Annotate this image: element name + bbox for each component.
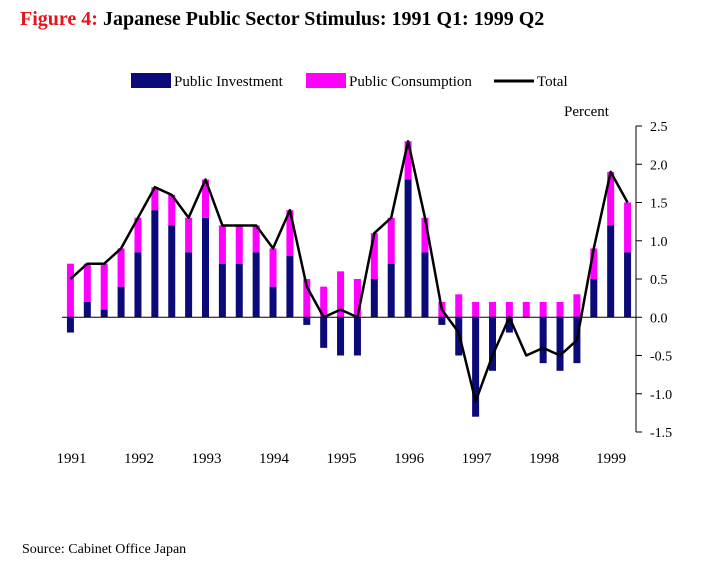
bar-consumption-1992Q1 <box>134 217 142 253</box>
bar-consumption-1994Q4 <box>320 286 328 318</box>
bar-investment-1991Q1 <box>66 317 74 333</box>
x-tick-label: 1993 <box>192 451 222 467</box>
legend-swatch-consumption <box>306 73 346 88</box>
bar-investment-1994Q1 <box>269 286 277 318</box>
bars-layer <box>66 141 632 417</box>
legend-label-consumption: Public Consumption <box>349 74 472 90</box>
bar-consumption-1991Q1 <box>66 263 74 318</box>
bar-investment-1995Q3 <box>370 279 378 318</box>
title-text: Japanese Public Sector Stimulus: 1991 Q1… <box>102 8 545 30</box>
bar-investment-1991Q2 <box>83 301 91 318</box>
bar-consumption-1992Q4 <box>185 217 193 253</box>
bar-investment-1992Q2 <box>151 210 159 318</box>
bar-consumption-1996Q1 <box>404 141 412 180</box>
bar-investment-1991Q3 <box>100 309 108 318</box>
bar-consumption-1996Q4 <box>455 294 463 318</box>
y-tick-label: 0.0 <box>650 311 668 326</box>
y-tick-label: -1.5 <box>650 426 672 441</box>
bar-investment-1991Q4 <box>117 286 125 318</box>
bar-consumption-1994Q1 <box>269 248 277 287</box>
y-tick-label: 0.5 <box>650 273 668 288</box>
bar-investment-1998Q2 <box>556 317 564 371</box>
bar-consumption-1992Q2 <box>151 187 159 211</box>
bar-investment-1994Q3 <box>303 317 311 325</box>
bar-consumption-1997Q1 <box>472 301 480 318</box>
bar-consumption-1993Q2 <box>218 225 226 264</box>
x-tick-label: 1994 <box>259 451 290 467</box>
bar-consumption-1994Q2 <box>286 210 294 257</box>
bar-investment-1992Q4 <box>185 252 193 318</box>
figure-label: Figure 4: <box>20 8 98 30</box>
bar-investment-1996Q2 <box>421 252 429 318</box>
bar-consumption-1998Q1 <box>539 301 547 318</box>
bar-consumption-1998Q3 <box>573 294 581 318</box>
bar-consumption-1991Q4 <box>117 248 125 287</box>
bar-consumption-1995Q4 <box>387 217 395 264</box>
bar-investment-1996Q1 <box>404 179 412 318</box>
x-tick-label: 1996 <box>394 451 425 467</box>
y-tick-label: 2.5 <box>650 120 668 135</box>
legend-swatch-investment <box>131 73 171 88</box>
legend-label-investment: Public Investment <box>174 74 284 90</box>
chart-title: Figure 4: Japanese Public Sector Stimulu… <box>20 8 544 31</box>
bar-consumption-1995Q1 <box>337 271 345 318</box>
source-note: Source: Cabinet Office Japan <box>22 542 187 557</box>
bar-investment-1994Q4 <box>320 317 328 348</box>
y-axis: 2.5 2.0 1.5 1.0 0.5 0.0 -0.5 -1.0 -1.5 <box>635 120 672 441</box>
bar-investment-1995Q2 <box>353 317 361 356</box>
bar-consumption-1992Q3 <box>168 194 176 226</box>
bar-investment-1993Q3 <box>235 263 243 318</box>
x-tick-label: 1999 <box>596 451 626 467</box>
legend: Public Investment Public Consumption Tot… <box>131 73 568 90</box>
bar-investment-1993Q4 <box>252 252 260 318</box>
bar-investment-1997Q1 <box>472 317 480 417</box>
y-tick-label: 1.5 <box>650 197 668 212</box>
bar-consumption-1995Q3 <box>370 233 378 279</box>
bar-consumption-1996Q2 <box>421 217 429 253</box>
bar-consumption-1993Q1 <box>202 179 209 218</box>
x-tick-label: 1992 <box>124 451 154 467</box>
x-tick-label: 1997 <box>462 451 493 467</box>
bar-consumption-1997Q4 <box>522 301 530 318</box>
x-axis: 1991 1992 1993 1994 1995 1996 1997 1998 1999 <box>56 451 626 467</box>
bar-investment-1992Q3 <box>168 225 176 318</box>
x-tick-label: 1998 <box>529 451 559 467</box>
bar-investment-1996Q3 <box>438 317 446 325</box>
bar-consumption-1991Q2 <box>83 263 91 302</box>
bar-investment-1998Q1 <box>539 317 547 364</box>
bar-investment-1992Q1 <box>134 252 142 318</box>
series-line-total <box>69 140 629 403</box>
bar-consumption-1991Q3 <box>100 263 108 310</box>
bar-consumption-1993Q3 <box>235 225 243 264</box>
bar-consumption-1994Q3 <box>303 279 311 318</box>
bar-investment-1997Q2 <box>489 317 496 371</box>
bar-investment-1998Q4 <box>590 279 598 318</box>
bar-investment-1995Q1 <box>337 317 345 356</box>
y-axis-label: Percent <box>564 104 610 120</box>
x-tick-label: 1995 <box>327 451 357 467</box>
bar-investment-1993Q2 <box>218 263 226 318</box>
bar-investment-1999Q2 <box>624 252 632 318</box>
y-tick-label: -0.5 <box>650 350 672 365</box>
y-tick-label: 2.0 <box>650 158 668 173</box>
x-tick-label: 1991 <box>56 451 86 467</box>
bar-consumption-1999Q2 <box>624 202 632 253</box>
bar-consumption-1999Q1 <box>607 171 615 226</box>
bar-consumption-1998Q2 <box>556 301 564 318</box>
bar-consumption-1995Q2 <box>353 279 361 318</box>
bar-investment-1993Q1 <box>202 217 209 318</box>
bar-investment-1995Q4 <box>387 263 395 318</box>
bar-investment-1999Q1 <box>607 225 615 318</box>
bar-investment-1994Q2 <box>286 256 294 318</box>
bar-consumption-1993Q4 <box>252 225 260 253</box>
y-tick-label: 1.0 <box>650 235 668 250</box>
bar-consumption-1998Q4 <box>590 248 598 279</box>
bar-investment-1997Q3 <box>505 317 513 333</box>
legend-label-total: Total <box>537 74 568 90</box>
bar-consumption-1997Q2 <box>489 301 496 318</box>
y-tick-label: -1.0 <box>650 388 672 403</box>
bar-consumption-1997Q3 <box>505 301 513 318</box>
